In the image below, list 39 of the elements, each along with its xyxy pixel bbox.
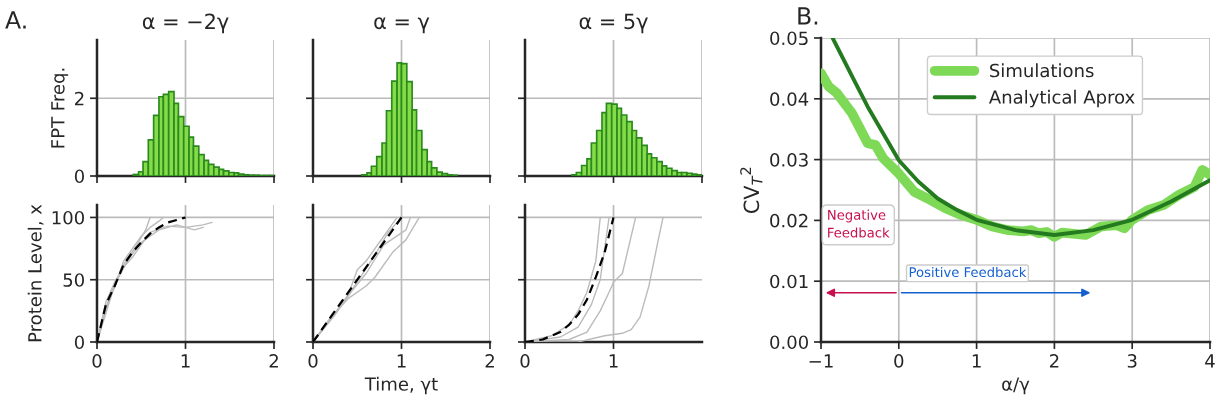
annotation: Negative Feedback — [828, 209, 890, 238]
y-tick-label: 0.01 — [770, 274, 808, 289]
y-tick-label: 0.05 — [770, 31, 808, 46]
x-tick-label: 4 — [1205, 354, 1215, 368]
y-tick-label: 50 — [63, 273, 84, 287]
x-tick-label: 0 — [92, 354, 102, 368]
y-tick-label: 0.04 — [770, 92, 809, 106]
chart-title: α = −2γ — [142, 13, 229, 34]
x-tick-label: 0 — [520, 354, 530, 368]
y-tick-label: 0 — [74, 335, 84, 350]
y-tick-label: 100 — [52, 210, 84, 225]
y-axis-title: FPT Freq. — [51, 68, 69, 148]
text: B. — [798, 7, 818, 25]
legend-label: Simulations — [990, 63, 1094, 78]
x-axis-title: Time, γt — [364, 376, 438, 395]
x-tick-label: 2 — [485, 354, 494, 368]
x-tick-label: −1 — [809, 354, 833, 368]
x-tick-label: 0 — [894, 354, 904, 368]
y-tick-label: 0.02 — [770, 213, 808, 228]
y-tick-label: 0.03 — [770, 153, 808, 167]
x-tick-label: 1 — [181, 354, 190, 368]
x-axis-title: α/γ — [1002, 377, 1030, 395]
x-tick-label: 3 — [1127, 354, 1137, 368]
y-axis-title: CV$_{T}$$^{2}$ — [740, 167, 763, 214]
chart-title: α = 5γ — [579, 13, 648, 34]
legend-label: Analytical Aprox — [988, 89, 1135, 108]
y-axis-title: Protein Level, x — [27, 204, 44, 342]
x-tick-label: 0 — [308, 354, 318, 368]
x-tick-label: 2 — [1049, 354, 1059, 368]
x-tick-label: 1 — [609, 354, 618, 368]
x-tick-label: 2 — [269, 354, 278, 368]
text: A. — [5, 11, 26, 29]
y-tick-label: 0.00 — [770, 335, 808, 350]
y-tick-label: 2 — [75, 91, 84, 106]
x-tick-label: 1 — [972, 354, 981, 368]
x-tick-label: 1 — [397, 354, 406, 368]
y-tick-label: 0 — [74, 169, 84, 184]
chart-title: α = γ — [374, 17, 430, 34]
annotation: Positive Feedback — [909, 266, 1027, 278]
